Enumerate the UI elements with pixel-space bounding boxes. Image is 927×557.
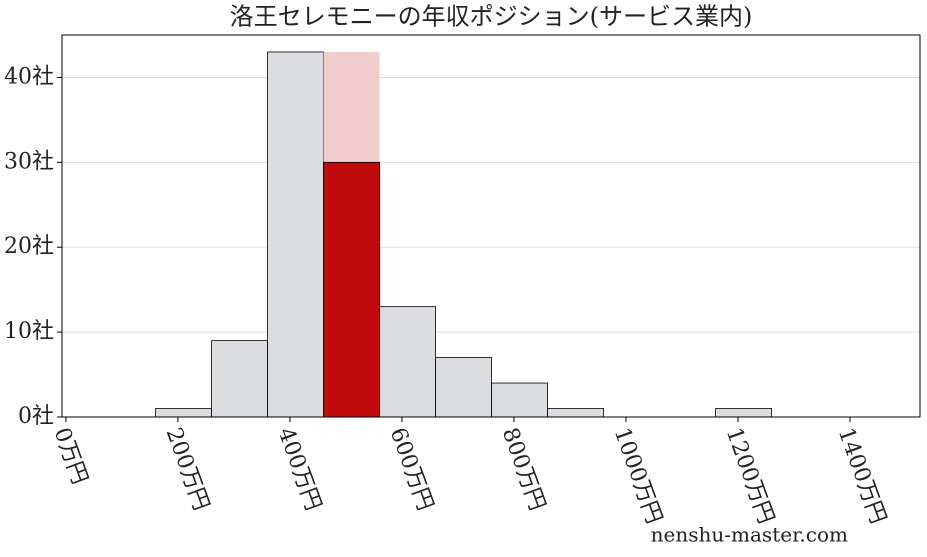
watermark: nenshu-master.com xyxy=(651,523,848,547)
y-tick-label: 40社 xyxy=(4,64,54,89)
plot-frame xyxy=(61,34,921,418)
y-tick-label: 20社 xyxy=(4,234,54,259)
bar xyxy=(379,306,436,418)
bar xyxy=(435,357,492,418)
x-tick-label: 600万円 xyxy=(385,425,438,514)
highlight-bar xyxy=(323,161,380,418)
x-tick-label: 1200万円 xyxy=(721,425,779,528)
y-tick-label: 30社 xyxy=(4,149,54,174)
bar xyxy=(491,382,548,418)
x-tick-label: 800万円 xyxy=(497,425,550,514)
x-tick-label: 200万円 xyxy=(161,425,214,514)
x-tick-label: 1400万円 xyxy=(833,425,891,528)
bar xyxy=(547,408,604,418)
y-tick-label: 10社 xyxy=(4,319,54,344)
bar xyxy=(211,340,268,418)
x-tick-label: 0万円 xyxy=(49,425,92,488)
chart-title: 洛王セレモニーの年収ポジション(サービス業内) xyxy=(230,3,753,31)
y-tick-label: 0社 xyxy=(18,404,54,429)
bar xyxy=(267,51,324,418)
bar xyxy=(155,408,212,418)
x-tick-label: 1000万円 xyxy=(609,425,667,528)
bar xyxy=(715,408,772,418)
x-tick-label: 400万円 xyxy=(273,425,326,514)
